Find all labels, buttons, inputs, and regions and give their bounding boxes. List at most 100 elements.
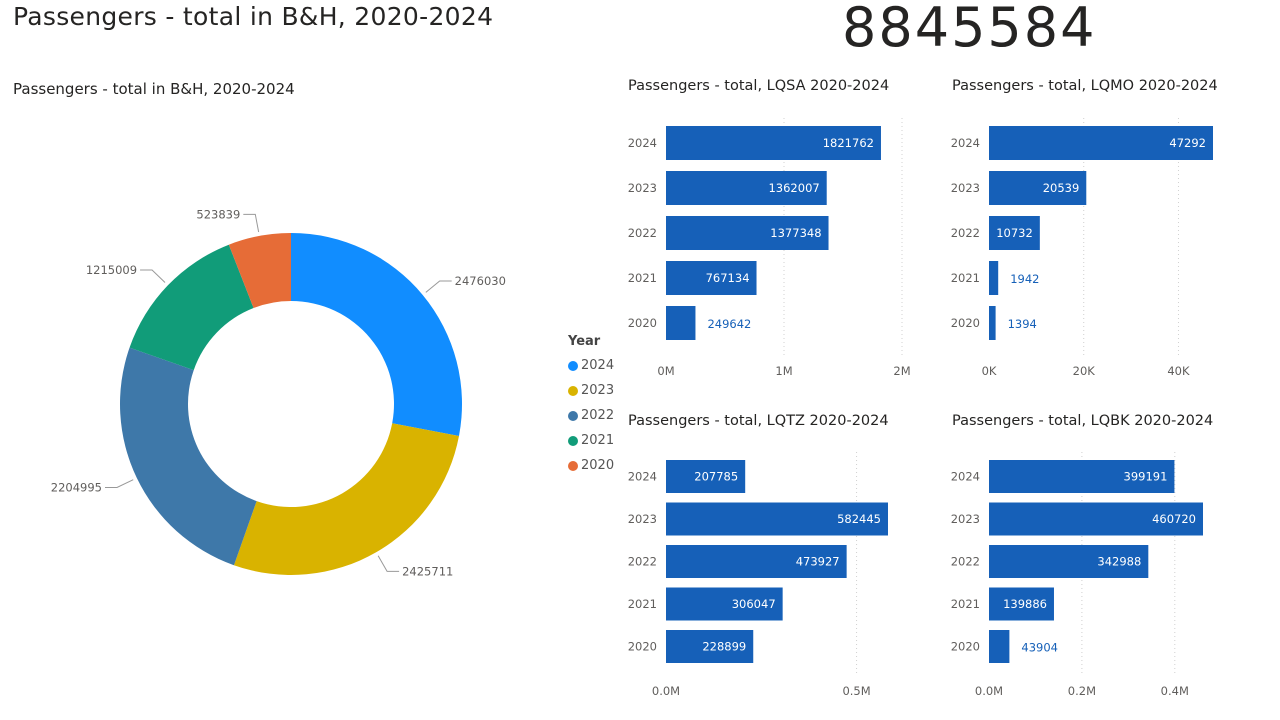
legend-label: 2023 [581,383,615,398]
bar-2021[interactable] [666,261,757,295]
bar-data-label: 43904 [1021,641,1058,655]
legend-item-2021[interactable]: 2021 [568,428,614,453]
bar-chart-lqbk[interactable]: Passengers - total, LQBK 2020-2024 0.0M 0… [944,411,1264,716]
bar-data-label: 139886 [1003,597,1047,611]
bar-data-label: 460720 [1152,512,1196,526]
donut-slice-2021[interactable] [129,244,254,371]
bar-2020[interactable] [989,306,996,340]
bar-chart-lqmo[interactable]: Passengers - total, LQMO 2020-2024 0K 20K… [944,76,1264,386]
donut-slice-2023[interactable] [233,423,459,575]
x-tick-label: 2M [893,364,910,378]
bar-2023[interactable] [666,171,827,205]
bar-2020[interactable] [666,630,754,663]
bar-data-label: 10732 [996,226,1033,240]
y-category-label: 2020 [628,316,657,330]
bar-2022[interactable] [666,545,847,578]
bar-2020[interactable] [989,630,1010,663]
y-category-label: 2021 [628,271,657,285]
bar-2022[interactable] [989,216,1040,250]
y-category-label: 2023 [951,181,980,195]
legend-dot [568,360,578,371]
y-category-label: 2020 [628,640,657,654]
legend-label: 2021 [581,433,615,448]
y-category-label: 2022 [951,555,980,569]
donut-leader-line [377,555,400,572]
bar-data-label: 399191 [1124,470,1168,484]
y-category-label: 2024 [951,136,980,150]
donut-slice-2024[interactable] [291,233,462,436]
y-category-label: 2020 [951,316,980,330]
y-category-label: 2023 [628,181,657,195]
y-category-label: 2021 [951,597,980,611]
x-tick-label: 0.5M [842,684,870,698]
donut-data-label: 2425711 [402,564,453,578]
kpi-card-value: 8845584 [842,0,1097,59]
bar-2024[interactable] [989,460,1175,493]
bar-2020[interactable] [666,306,696,340]
donut-data-label: 523839 [196,207,240,221]
donut-slice-2020[interactable] [228,233,291,309]
bar-chart-lqsa[interactable]: Passengers - total, LQSA 2020-2024 0M 1M 2… [620,76,930,386]
x-tick-label: 40K [1167,364,1190,378]
legend-item-2023[interactable]: 2023 [568,378,614,403]
bar-data-label: 342988 [1097,555,1141,569]
bar-data-label: 473927 [796,555,840,569]
y-category-label: 2022 [628,555,657,569]
legend-label: 2022 [581,408,615,423]
bar-data-label: 1394 [1008,317,1037,331]
bar-chart-lqtz[interactable]: Passengers - total, LQTZ 2020-2024 0.0M 0… [620,411,930,716]
x-tick-label: 20K [1073,364,1096,378]
bar-2021[interactable] [666,587,783,621]
y-category-label: 2024 [951,470,980,484]
bar-data-label: 1377348 [770,226,821,240]
donut-chart[interactable]: 2476030 2425711 2204995 1215009 523839 [0,100,560,660]
donut-leader-line [243,213,260,233]
bar-chart-lqbk-title: Passengers - total, LQBK 2020-2024 [952,413,1214,429]
legend-item-2022[interactable]: 2022 [568,403,614,428]
bar-2022[interactable] [666,216,829,250]
donut-chart-title: Passengers - total in B&H, 2020-2024 [13,80,295,98]
x-tick-label: 0.0M [975,684,1003,698]
bar-2024[interactable] [666,126,881,160]
bar-2021[interactable] [989,261,999,295]
page-title: Passengers - total in B&H, 2020-2024 [13,2,494,31]
legend-dot [568,460,578,471]
legend-dot [568,385,578,396]
donut-legend: Year 2024 2023 2022 2021 2020 [568,334,614,478]
bar-2023[interactable] [989,502,1203,536]
bar-data-label: 582445 [837,512,881,526]
bar-2022[interactable] [989,545,1149,578]
bar-2023[interactable] [989,171,1087,205]
bar-2021[interactable] [989,587,1054,621]
bar-data-label: 1362007 [768,181,819,195]
y-category-label: 2021 [628,597,657,611]
legend-dot [568,435,578,446]
y-category-label: 2024 [628,136,657,150]
bar-data-label: 249642 [707,317,751,331]
y-category-label: 2020 [951,640,980,654]
bar-data-label: 207785 [694,470,738,484]
legend-dot [568,410,578,421]
x-tick-label: 1M [775,364,792,378]
legend-title: Year [568,334,601,349]
donut-slice-2022[interactable] [119,347,257,566]
bar-2023[interactable] [666,502,888,536]
y-category-label: 2023 [628,512,657,526]
y-category-label: 2022 [628,226,657,240]
legend-label: 2020 [581,458,615,473]
x-tick-label: 0.2M [1068,684,1096,698]
donut-leader-line [140,269,166,283]
bar-2024[interactable] [666,460,746,493]
bar-data-label: 306047 [732,597,776,611]
legend-item-2020[interactable]: 2020 [568,453,614,478]
y-category-label: 2021 [951,271,980,285]
legend-item-2024[interactable]: 2024 [568,353,614,378]
bar-chart-lqmo-title: Passengers - total, LQMO 2020-2024 [952,78,1218,94]
donut-data-label: 1215009 [86,263,137,277]
bar-2024[interactable] [989,126,1213,160]
x-tick-label: 0.4M [1161,684,1189,698]
donut-leader-line [105,479,134,489]
x-tick-label: 0M [657,364,674,378]
bar-data-label: 47292 [1169,136,1206,150]
legend-label: 2024 [581,358,615,373]
